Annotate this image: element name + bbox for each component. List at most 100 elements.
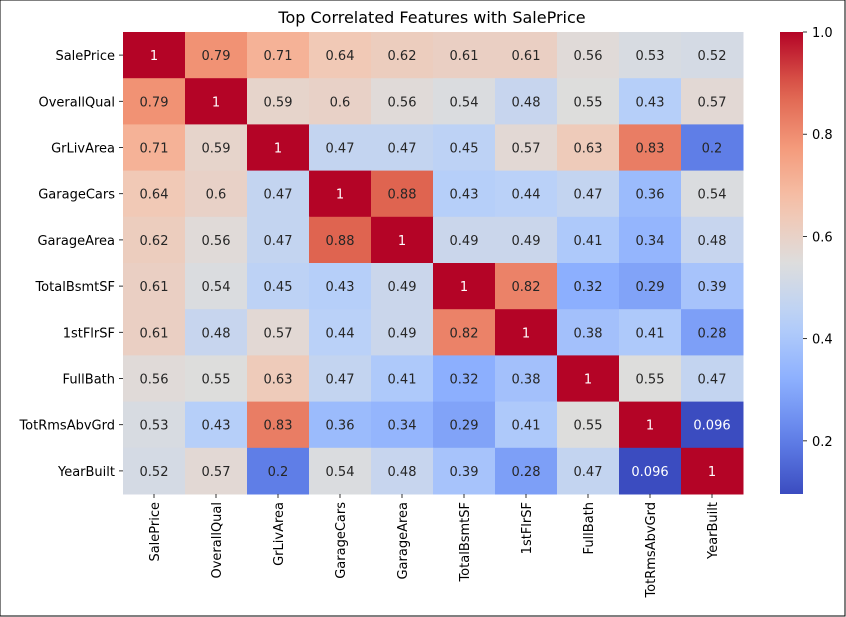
y-tick-label: GarageCars	[38, 188, 115, 203]
colorbar-tick-label: 0.4	[812, 333, 833, 348]
cell-value-label: 0.53	[140, 419, 169, 434]
cell-value-label: 0.52	[140, 465, 169, 480]
cell-value-label: 0.56	[202, 234, 231, 249]
heatmap-cell	[185, 170, 248, 218]
cell-value-label: 0.55	[202, 373, 231, 388]
heatmap-cell	[309, 355, 372, 403]
heatmap-cell	[557, 124, 620, 172]
cell-value-label: 0.56	[140, 373, 169, 388]
cell-value-label: 0.82	[450, 326, 479, 341]
heatmap-cell	[371, 32, 434, 79]
heatmap-cell	[495, 447, 558, 495]
cell-value-label: 0.28	[698, 326, 727, 341]
heatmap-cell	[619, 447, 682, 495]
cell-value-label: 0.36	[326, 419, 355, 434]
heatmap-cell	[371, 216, 434, 264]
cell-value-label: 0.32	[574, 280, 603, 295]
heatmap-cell	[123, 124, 186, 172]
cell-value-label: 0.64	[140, 188, 169, 203]
heatmap-cell	[371, 170, 434, 218]
heatmap-cell	[619, 263, 682, 310]
y-tick-label: TotRmsAbvGrd	[18, 419, 115, 434]
cell-value-label: 0.49	[450, 234, 479, 249]
cell-value-label: 0.52	[698, 49, 727, 64]
cell-value-label: 0.49	[512, 234, 541, 249]
cell-value-label: 0.2	[268, 465, 289, 480]
heatmap-cell	[495, 124, 558, 172]
cell-value-label: 0.59	[264, 95, 293, 110]
heatmap-cell	[433, 78, 496, 125]
heatmap-cell	[185, 263, 248, 310]
heatmap-cells: 1 0.79 0.71 0.64 0.62 0.61 0.61 0.56 0.53 0.520.7…	[123, 32, 744, 495]
heatmap-cell	[495, 170, 558, 218]
heatmap-cell	[619, 216, 682, 264]
cell-value-label: 1	[460, 280, 468, 295]
cell-value-label: 0.57	[512, 142, 541, 157]
heatmap-cell	[247, 355, 310, 403]
cell-value-label: 0.39	[450, 465, 479, 480]
heatmap-cell	[123, 78, 186, 125]
cell-value-label: 0.64	[326, 49, 355, 64]
heatmap-cell	[123, 401, 186, 449]
cell-value-label: 0.61	[140, 326, 169, 341]
cell-value-label: 0.34	[636, 234, 665, 249]
cell-value-label: 0.88	[326, 234, 355, 249]
cell-value-label: 0.41	[512, 419, 541, 434]
heatmap-cell	[123, 447, 186, 495]
cell-value-label: 0.49	[388, 280, 417, 295]
cell-value-label: 0.47	[388, 142, 417, 157]
heatmap-cell	[619, 309, 682, 356]
cell-value-label: 0.54	[202, 280, 231, 295]
cell-value-label: 0.6	[206, 188, 227, 203]
cell-value-label: 0.43	[326, 280, 355, 295]
cell-value-label: 0.34	[388, 419, 417, 434]
heatmap-cell	[247, 32, 310, 79]
cell-value-label: 0.71	[140, 142, 169, 157]
heatmap-cell	[123, 263, 186, 310]
heatmap-cell	[619, 32, 682, 79]
heatmap-cell	[681, 355, 744, 403]
cell-value-label: 0.43	[450, 188, 479, 203]
cell-value-label: 0.56	[388, 95, 417, 110]
cell-value-label: 0.49	[388, 326, 417, 341]
y-tick-label: 1stFlrSF	[63, 326, 115, 341]
heatmap-cell	[495, 309, 558, 356]
cell-value-label: 0.29	[636, 280, 665, 295]
cell-value-label: 0.45	[450, 142, 479, 157]
cell-value-label: 0.32	[450, 373, 479, 388]
cell-value-label: 0.48	[512, 95, 541, 110]
heatmap-cell	[433, 32, 496, 79]
cell-value-label: 0.54	[326, 465, 355, 480]
y-tick-label: OverallQual	[38, 95, 115, 110]
heatmap-cell	[619, 170, 682, 218]
heatmap-cell	[495, 401, 558, 449]
cell-value-label: 0.62	[388, 49, 417, 64]
cell-value-label: 0.61	[140, 280, 169, 295]
heatmap-cell	[433, 124, 496, 172]
cell-value-label: 0.71	[264, 49, 293, 64]
cell-value-label: 0.096	[631, 465, 668, 480]
cell-value-label: 1	[398, 234, 406, 249]
heatmap-cell	[371, 78, 434, 125]
heatmap-cell	[495, 355, 558, 403]
heatmap-cell	[247, 263, 310, 310]
heatmap-cell	[371, 355, 434, 403]
heatmap-cell	[557, 32, 620, 79]
heatmap-cell	[433, 355, 496, 403]
heatmap-cell	[309, 309, 372, 356]
cell-value-label: 0.57	[698, 95, 727, 110]
heatmap-cell	[433, 216, 496, 264]
cell-value-label: 0.53	[636, 49, 665, 64]
heatmap-cell	[309, 447, 372, 495]
y-tick-label: YearBuilt	[57, 465, 115, 480]
heatmap-cell	[185, 309, 248, 356]
cell-value-label: 0.57	[264, 326, 293, 341]
x-tick-label: TotalBsmtSF	[458, 502, 473, 583]
cell-value-label: 0.29	[450, 419, 479, 434]
heatmap-cell	[433, 309, 496, 356]
colorbar-tick-label: 0.8	[812, 128, 833, 143]
heatmap-cell	[433, 447, 496, 495]
heatmap-cell	[557, 447, 620, 495]
